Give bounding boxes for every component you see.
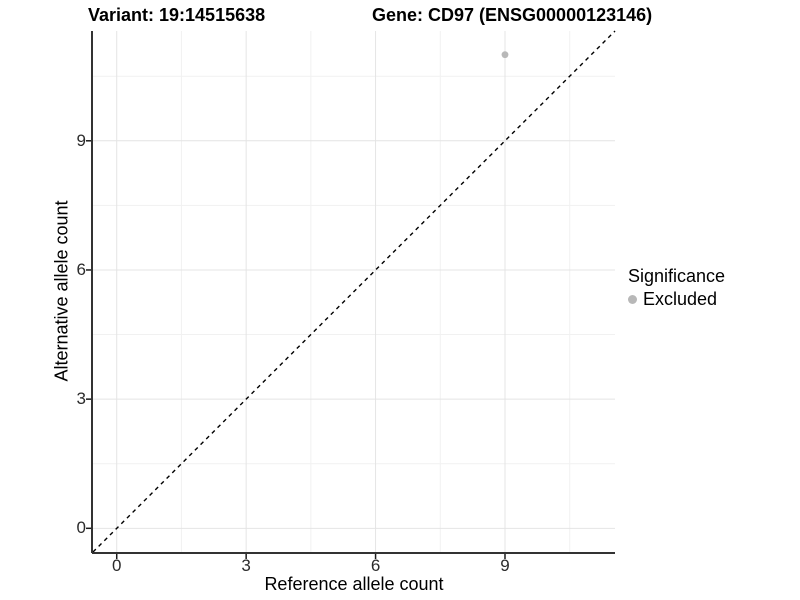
legend-point-icon: [628, 294, 637, 304]
identity-dashed-line: [92, 30, 616, 553]
legend-title: Significance: [628, 266, 726, 286]
x-tick-label: 9: [500, 556, 510, 575]
x-tick-label: 6: [370, 556, 381, 575]
plot-title-gene: Gene: CD97 (ENSG00000123146): [372, 5, 653, 25]
y-tick-label: 9: [76, 130, 86, 150]
x-tick-label: 0: [111, 556, 122, 575]
data-point: [501, 51, 509, 59]
x-axis-title: Reference allele count: [264, 574, 444, 594]
plot-title-variant: Variant: 19:14515638: [88, 5, 266, 25]
y-axis-title: Alternative allele count: [51, 200, 72, 382]
y-tick-label: 3: [76, 389, 86, 409]
legend: Significance Excluded: [628, 265, 725, 309]
y-tick-label: 0: [76, 518, 86, 538]
legend-item-excluded: Excluded: [628, 289, 725, 309]
legend-item-label: Excluded: [643, 289, 718, 309]
x-tick-label: 3: [241, 556, 251, 575]
y-tick-label: 6: [76, 259, 86, 279]
